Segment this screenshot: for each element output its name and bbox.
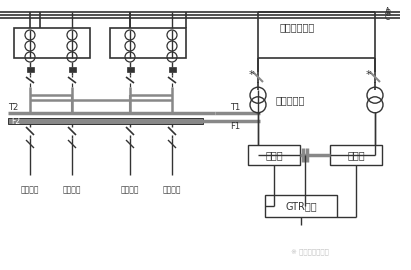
Text: F2: F2 xyxy=(11,116,20,126)
Bar xyxy=(127,67,134,72)
Text: C: C xyxy=(385,12,390,22)
Text: GTR飞轮: GTR飞轮 xyxy=(285,201,317,211)
Text: 左侧下行: 左侧下行 xyxy=(63,185,81,194)
Text: 左侧上行: 左侧上行 xyxy=(21,185,39,194)
Text: *: * xyxy=(248,70,254,80)
Bar xyxy=(8,118,203,124)
Text: T2: T2 xyxy=(8,103,18,112)
Text: 降压变压器: 降压变压器 xyxy=(276,95,305,105)
Bar xyxy=(265,195,337,217)
Bar xyxy=(110,28,186,58)
Bar xyxy=(14,28,90,58)
Text: F1: F1 xyxy=(230,122,240,131)
Bar xyxy=(248,145,300,165)
Text: ※ 储能科学与技术: ※ 储能科学与技术 xyxy=(291,249,329,255)
Bar xyxy=(26,67,34,72)
Text: 右侧上行: 右侧上行 xyxy=(163,185,181,194)
Text: 右侧下行: 右侧下行 xyxy=(121,185,139,194)
Text: 变流器: 变流器 xyxy=(265,150,283,160)
Bar xyxy=(169,67,175,72)
Bar xyxy=(69,67,76,72)
Text: A: A xyxy=(385,6,390,15)
Text: T1: T1 xyxy=(230,103,240,112)
Text: 变流器: 变流器 xyxy=(347,150,365,160)
Text: *: * xyxy=(365,70,371,80)
Bar xyxy=(330,145,382,165)
Text: B: B xyxy=(385,9,390,19)
Text: 飞轮安装位置: 飞轮安装位置 xyxy=(280,22,315,32)
